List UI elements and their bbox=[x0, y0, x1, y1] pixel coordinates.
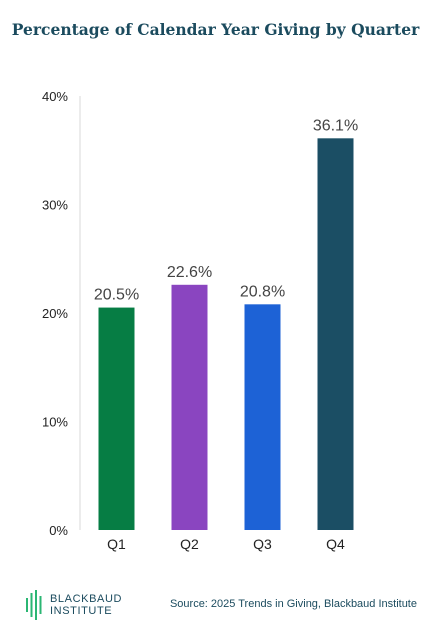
data-label: 20.8% bbox=[240, 283, 285, 300]
x-tick-label: Q3 bbox=[253, 536, 272, 552]
data-label: 20.5% bbox=[94, 287, 139, 304]
data-label: 36.1% bbox=[313, 117, 358, 134]
y-axis: 0% 10% 20% 30% 40% bbox=[42, 89, 81, 538]
bars: 20.5% 22.6% 20.8% 36.1% bbox=[94, 117, 358, 530]
y-tick-label: 20% bbox=[42, 306, 68, 321]
source-note: Source: 2025 Trends in Giving, Blackbaud… bbox=[169, 598, 417, 610]
logo-line-2: INSTITUTE bbox=[50, 605, 113, 617]
y-tick-label: 10% bbox=[42, 415, 68, 430]
logo-line-1: BLACKBAUD bbox=[50, 593, 123, 605]
logo-text: BLACKBAUD INSTITUTE bbox=[50, 593, 122, 617]
bar-q3 bbox=[244, 304, 281, 530]
x-tick-label: Q1 bbox=[107, 536, 126, 552]
chart-title: Percentage of Calendar Year Giving by Qu… bbox=[11, 20, 420, 39]
bar-chart: 0% 10% 20% 30% 40% 20.5% 22.6% 20.8% 36.1% Q1 Q2… bbox=[42, 89, 358, 552]
y-tick-label: 40% bbox=[42, 89, 68, 104]
bar-q4 bbox=[317, 138, 354, 530]
x-tick-label: Q4 bbox=[326, 536, 345, 552]
bar-q1 bbox=[98, 307, 135, 530]
data-label: 22.6% bbox=[167, 264, 212, 281]
blackbaud-institute-logo: BLACKBAUD INSTITUTE bbox=[26, 590, 122, 620]
y-tick-label: 0% bbox=[49, 523, 68, 538]
x-tick-label: Q2 bbox=[180, 536, 199, 552]
y-tick-label: 30% bbox=[42, 198, 68, 213]
x-axis: Q1 Q2 Q3 Q4 bbox=[107, 536, 345, 552]
bar-q2 bbox=[171, 284, 208, 530]
logo-mark-icon bbox=[26, 590, 42, 620]
